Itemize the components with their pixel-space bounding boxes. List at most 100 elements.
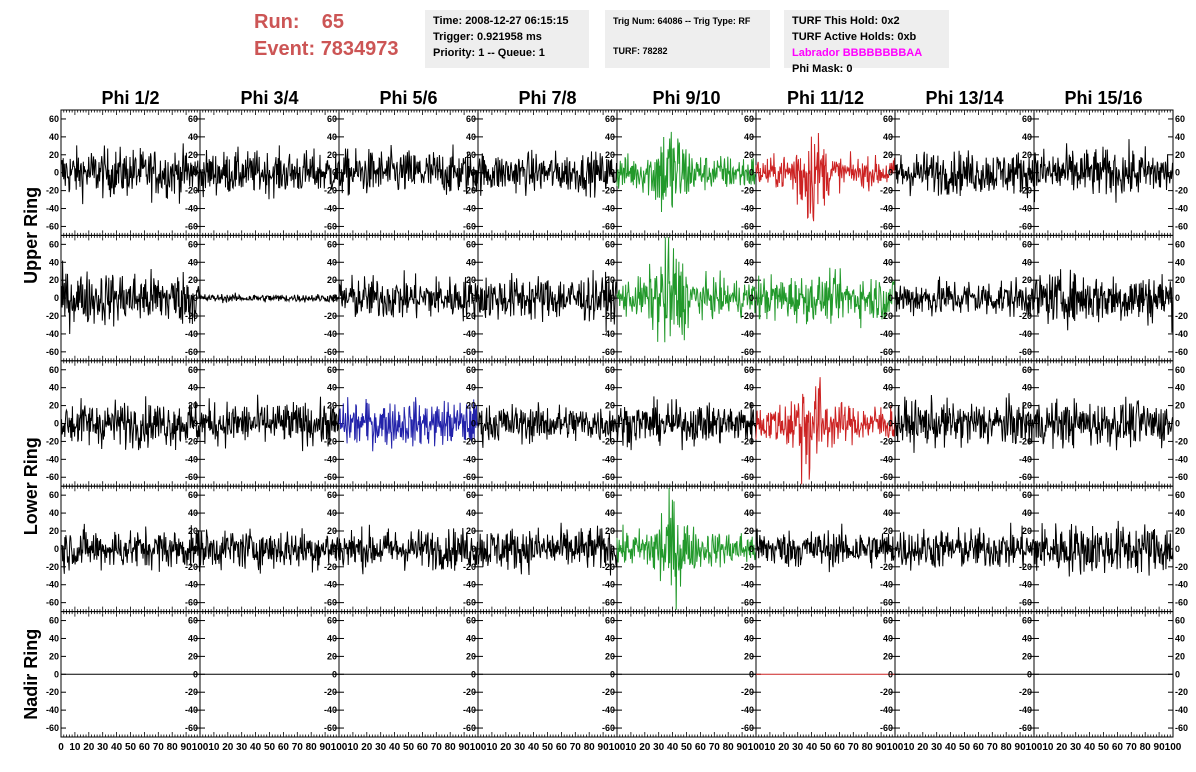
y-tick-label: -40 [602,580,615,590]
y-tick-label: -40 [741,329,754,339]
trig-num-text: Trig Num: 64086 -- Trig Type: RF [613,16,751,26]
y-tick-label: -60 [741,472,754,482]
y-tick-label: 60 [1022,365,1032,375]
y-tick-label: -60 [1175,723,1188,733]
waveform-trace [60,523,201,574]
y-tick-label: -60 [602,472,615,482]
y-tick-label: -20 [880,436,893,446]
y-tick-label: 0 [332,669,337,679]
y-tick-label: 20 [49,275,59,285]
y-tick-label: 0 [332,168,337,178]
y-tick-label: 0 [610,168,615,178]
y-tick-label: -60 [46,598,59,608]
y-tick-label: 0 [610,293,615,303]
y-tick-label: -40 [46,705,59,715]
y-tick-label: 0 [193,293,198,303]
y-tick-label: -20 [602,186,615,196]
y-tick-label: -60 [185,221,198,231]
y-tick-label: -20 [602,436,615,446]
waveform-trace [894,522,1035,571]
waveform-trace [199,528,340,574]
y-tick-label: 0 [1027,419,1032,429]
y-tick-label: 60 [744,365,754,375]
y-tick-label: -60 [324,723,337,733]
y-tick-label: 40 [744,633,754,643]
y-tick-label: 60 [605,365,615,375]
y-tick-label: 60 [1175,365,1185,375]
column-header: Phi 9/10 [652,88,720,108]
y-tick-label: 40 [883,508,893,518]
y-tick-label: -40 [602,329,615,339]
panel-frame [1033,234,1174,362]
y-tick-label: 0 [471,293,476,303]
y-tick-label: -40 [1019,580,1032,590]
waveform-trace [338,270,479,322]
time-info-box: Time: 2008-12-27 06:15:15 Trigger: 0.921… [425,10,589,68]
y-tick-label: 60 [188,114,198,124]
y-tick-label: 20 [605,401,615,411]
y-tick-label: 40 [605,132,615,142]
y-tick-label: -40 [185,329,198,339]
waveform-trace [477,402,618,448]
y-tick-label: -60 [324,347,337,357]
y-tick-label: -20 [185,687,198,697]
y-tick-label: -20 [1019,562,1032,572]
y-tick-label: 20 [1022,526,1032,536]
y-tick-label: -40 [463,454,476,464]
y-tick-label: -20 [185,311,198,321]
y-tick-label: 60 [1175,239,1185,249]
trigger-info-box: Trig Num: 64086 -- Trig Type: RF TURF: 7… [605,10,770,68]
y-tick-label: 20 [1175,401,1185,411]
y-tick-label: 40 [744,132,754,142]
y-tick-label: 60 [744,490,754,500]
y-tick-label: -20 [324,436,337,446]
y-tick-label: 40 [188,508,198,518]
run-row: Run: 65 [254,9,399,36]
turf-active-holds-text: TURF Active Holds: 0xb [792,31,917,43]
phi-mask-text: Phi Mask: 0 [792,63,853,75]
y-tick-label: 60 [327,365,337,375]
y-tick-label: -20 [463,562,476,572]
column-header: Phi 5/6 [379,88,437,108]
y-tick-label: 60 [188,490,198,500]
y-tick-label: -40 [602,204,615,214]
y-tick-label: -60 [602,723,615,733]
y-tick-label: 0 [193,669,198,679]
y-tick-label: -40 [602,454,615,464]
y-tick-label: -40 [185,705,198,715]
y-tick-label: -40 [185,204,198,214]
ring-label: Upper Ring [21,187,41,284]
y-tick-label: 40 [188,633,198,643]
y-tick-label: -40 [1175,580,1188,590]
y-tick-label: 60 [1175,616,1185,626]
y-tick-label: 20 [466,150,476,160]
y-tick-label: 40 [883,383,893,393]
y-tick-label: 0 [471,544,476,554]
waveform-trace [199,292,340,304]
y-tick-label: -40 [185,454,198,464]
y-tick-label: -20 [1019,311,1032,321]
y-tick-label: -40 [1019,204,1032,214]
y-tick-label: -40 [46,329,59,339]
y-tick-label: 60 [744,616,754,626]
y-tick-label: 40 [1022,257,1032,267]
column-header: Phi 13/14 [925,88,1003,108]
y-tick-label: -60 [741,598,754,608]
y-tick-label: 20 [744,275,754,285]
y-tick-label: -20 [741,562,754,572]
y-tick-label: 0 [193,544,198,554]
y-tick-label: 20 [188,651,198,661]
y-tick-label: 20 [1022,401,1032,411]
y-tick-label: 20 [744,651,754,661]
y-tick-label: 0 [54,544,59,554]
event-row: Event: 7834973 [254,36,399,63]
y-tick-label: -20 [185,186,198,196]
y-tick-label: -60 [602,347,615,357]
waveform-trace [755,132,896,222]
y-tick-label: 40 [49,383,59,393]
y-tick-label: 60 [883,365,893,375]
y-tick-label: 40 [466,132,476,142]
y-tick-label: -20 [324,186,337,196]
waveform-trace [338,524,479,575]
